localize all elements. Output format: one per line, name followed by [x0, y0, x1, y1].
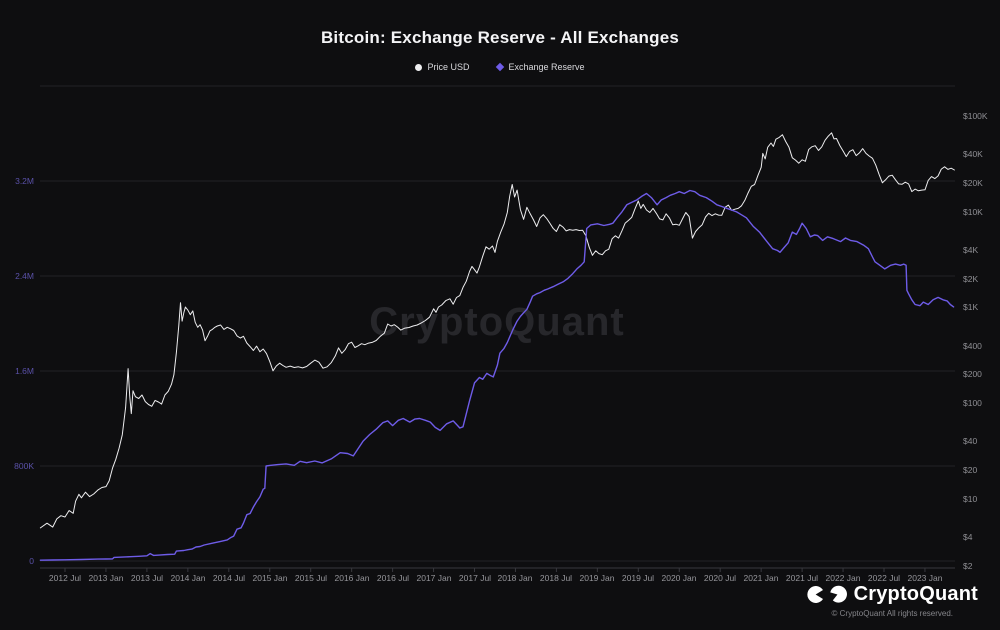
right-axis-tick: $1K	[963, 302, 979, 312]
x-axis-tick: 2012 Jul	[48, 573, 82, 583]
left-axis-tick: 3.2M	[15, 176, 34, 186]
series-exchange-reserve	[39, 189, 955, 561]
x-axis-tick: 2016 Jul	[376, 573, 410, 583]
x-axis-tick: 2015 Jan	[252, 573, 288, 583]
legend-label: Price USD	[427, 62, 470, 72]
x-axis-tick: 2020 Jul	[703, 573, 737, 583]
x-axis-tick: 2021 Jan	[743, 573, 779, 583]
right-axis-tick: $400	[963, 341, 982, 351]
legend-item-exchange-reserve[interactable]: Exchange Reserve	[496, 62, 585, 72]
left-axis-tick: 1.6M	[15, 366, 34, 376]
x-axis-tick: 2023 Jan	[907, 573, 943, 583]
brand-name: CryptoQuant	[853, 583, 978, 605]
x-axis-tick: 2022 Jul	[867, 573, 901, 583]
legend-item-price-usd[interactable]: Price USD	[415, 62, 469, 72]
right-axis-tick: $100K	[963, 111, 988, 121]
x-axis-tick: 2017 Jul	[458, 573, 492, 583]
x-axis-tick: 2019 Jan	[579, 573, 615, 583]
x-axis-tick: 2018 Jan	[497, 573, 533, 583]
x-axis-tick: 2016 Jan	[334, 573, 370, 583]
copyright-text: © CryptoQuant All rights reserved.	[831, 609, 954, 618]
right-axis-tick: $20K	[963, 178, 983, 188]
series-price-usd	[39, 132, 955, 529]
watermark: CryptoQuant	[369, 300, 625, 344]
legend-marker-circle-icon	[415, 63, 423, 71]
right-axis-tick: $40	[963, 436, 978, 446]
x-axis-tick: 2013 Jan	[88, 573, 124, 583]
right-axis-tick: $10	[963, 494, 978, 504]
left-axis-tick: 800K	[14, 461, 34, 471]
x-axis-tick: 2013 Jul	[130, 573, 164, 583]
legend-label: Exchange Reserve	[508, 62, 585, 72]
right-axis-tick: $200	[963, 369, 982, 379]
cryptoquant-logo-icon	[806, 585, 847, 604]
x-axis-tick: 2018 Jul	[539, 573, 573, 583]
x-axis-tick: 2017 Jan	[416, 573, 452, 583]
x-axis-tick: 2014 Jan	[170, 573, 206, 583]
x-axis-tick: 2022 Jan	[825, 573, 861, 583]
legend: Price USD Exchange Reserve	[0, 62, 1000, 72]
left-axis-tick: 0	[29, 556, 34, 566]
right-axis-tick: $40K	[963, 149, 983, 159]
left-axis-tick: 2.4M	[15, 271, 34, 281]
right-axis-tick: $4	[963, 532, 973, 542]
right-axis-tick: $4K	[963, 245, 979, 255]
x-axis-tick: 2019 Jul	[621, 573, 655, 583]
x-axis-tick: 2021 Jul	[785, 573, 819, 583]
right-axis-tick: $100	[963, 398, 982, 408]
x-axis-tick: 2014 Jul	[212, 573, 246, 583]
footer: CryptoQuant © CryptoQuant All rights res…	[806, 583, 978, 618]
right-axis-tick: $20	[963, 465, 978, 475]
x-axis-tick: 2015 Jul	[294, 573, 328, 583]
right-axis-tick: $10K	[963, 207, 983, 217]
x-axis-tick: 2020 Jan	[661, 573, 697, 583]
chart-title: Bitcoin: Exchange Reserve - All Exchange…	[320, 28, 680, 47]
right-axis-tick: $2	[963, 561, 973, 571]
right-axis-tick: $2K	[963, 274, 979, 284]
